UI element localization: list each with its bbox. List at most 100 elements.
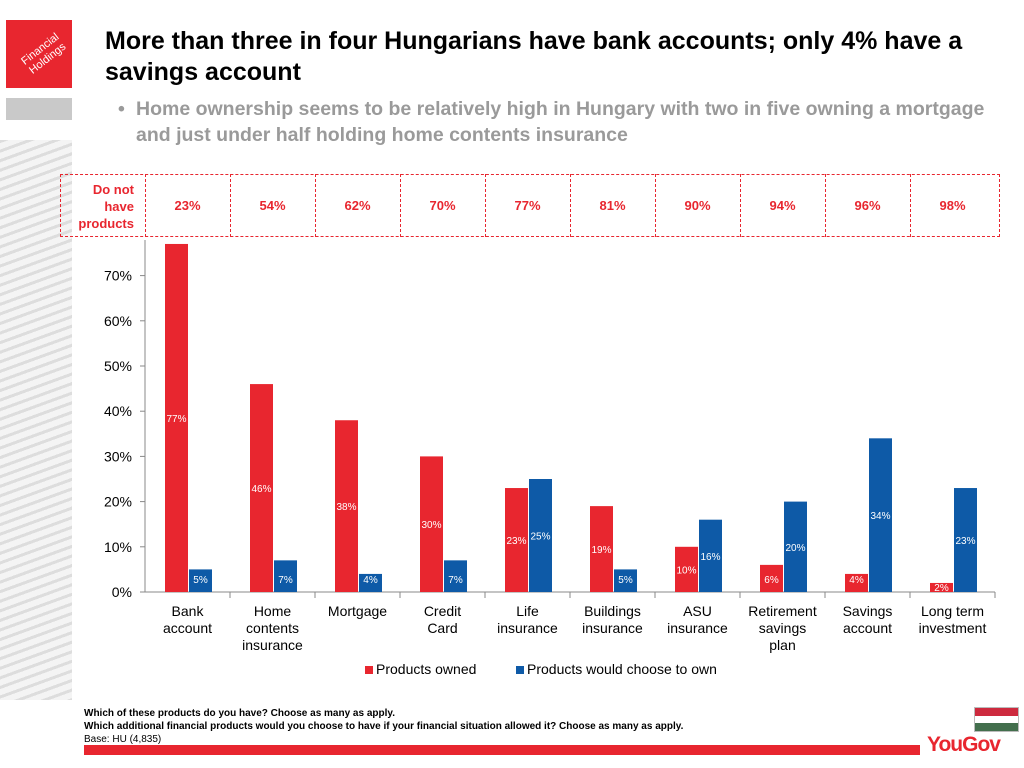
do-not-have-separator [230, 174, 231, 237]
legend-swatch-would-own [516, 666, 524, 674]
bar-owned [590, 506, 613, 592]
y-tick-label: 50% [104, 358, 132, 374]
bullet-mark: • [118, 98, 125, 120]
y-tick-label: 30% [104, 448, 132, 464]
do-not-have-separator [570, 174, 571, 237]
do-not-have-value: 62% [344, 198, 371, 213]
x-category-label: Long term investment [919, 603, 987, 636]
do-not-have-separator [740, 174, 741, 237]
page-subtitle: • Home ownership seems to be relatively … [118, 96, 1016, 148]
data-label: 23% [955, 536, 975, 547]
do-not-have-value: 94% [769, 198, 796, 213]
bar-owned [760, 564, 783, 592]
data-label: 4% [849, 575, 864, 586]
bar-would-own [444, 560, 467, 592]
legend-swatch-owned [365, 666, 373, 674]
x-category-label: Mortgage [328, 603, 387, 619]
bar-would-own [784, 501, 807, 592]
data-label: 7% [278, 575, 293, 586]
x-category-label: Home contents insurance [242, 603, 303, 653]
hungary-flag-icon [974, 707, 1019, 732]
bar-would-own [274, 560, 297, 592]
data-label: 25% [530, 532, 550, 543]
bar-owned [675, 546, 698, 592]
do-not-have-separator [315, 174, 316, 237]
y-tick-label: 10% [104, 539, 132, 555]
page-title: More than three in four Hungarians have … [105, 27, 963, 86]
logo-accent-bar [6, 98, 72, 120]
data-label: 23% [506, 536, 526, 547]
do-not-have-value: 77% [514, 198, 541, 213]
do-not-have-value: 96% [854, 198, 881, 213]
bar-owned [335, 420, 358, 592]
x-category-label: Bank account [163, 603, 212, 636]
y-tick-label: 60% [104, 313, 132, 329]
footnote-question-1: Which of these products do you have? Cho… [84, 708, 395, 719]
footnote-base: Base: HU (4,835) [84, 734, 162, 745]
bar-owned [930, 582, 953, 592]
do-not-have-row [60, 174, 1000, 237]
x-category-label: Buildings insurance [582, 603, 643, 636]
data-label: 30% [421, 520, 441, 531]
bottom-brand-bar [84, 745, 920, 755]
subtitle-text: Home ownership seems to be relatively hi… [136, 98, 985, 146]
bar-chart: 0% 10% 20% 30% 40% 50% 60% 70% Bank account 77% 5% H… [104, 240, 996, 653]
data-label: 2% [934, 583, 949, 594]
bar-owned [165, 243, 188, 592]
data-label: 38% [336, 502, 356, 513]
data-label: 77% [166, 414, 186, 425]
do-not-have-separator [825, 174, 826, 237]
bar-owned [505, 488, 528, 592]
do-not-have-separator [485, 174, 486, 237]
legend-label-owned: Products owned [376, 661, 477, 677]
x-category-label: Retirement savings plan [748, 603, 817, 653]
do-not-have-value: 90% [684, 198, 711, 213]
data-label: 6% [764, 575, 779, 586]
do-not-have-separator [145, 174, 146, 237]
data-label: 10% [676, 565, 696, 576]
do-not-have-label: Do not have products [78, 182, 134, 231]
data-label: 16% [700, 552, 720, 563]
x-category-label: Credit Card [424, 603, 461, 636]
do-not-have-value: 54% [259, 198, 286, 213]
bar-would-own [359, 573, 382, 592]
do-not-have-value: 81% [599, 198, 626, 213]
x-category-label: Life insurance [497, 603, 558, 636]
y-tick-label: 70% [104, 268, 132, 284]
legend-label-would-own: Products would choose to own [527, 661, 717, 677]
section-logo: Financial Holdings [6, 20, 72, 88]
yougov-logo: YouGov [927, 733, 1001, 756]
footnote-question-2: Which additional financial products woul… [84, 721, 684, 732]
flag-stripe-green [975, 723, 1018, 731]
data-label: 20% [785, 543, 805, 554]
bar-would-own [614, 569, 637, 592]
do-not-have-value: 23% [174, 198, 201, 213]
data-label: 4% [363, 575, 378, 586]
do-not-have-separator [910, 174, 911, 237]
bar-owned [420, 456, 443, 592]
do-not-have-value: 70% [429, 198, 456, 213]
flag-stripe-white [975, 715, 1018, 724]
do-not-have-value: 98% [939, 198, 966, 213]
bar-would-own [189, 569, 212, 592]
data-label: 19% [591, 545, 611, 556]
data-label: 5% [193, 575, 208, 586]
data-label: 7% [448, 575, 463, 586]
do-not-have-separator [400, 174, 401, 237]
data-label: 34% [870, 511, 890, 522]
bar-would-own [954, 488, 977, 592]
bar-would-own [699, 519, 722, 592]
flag-stripe-red [975, 708, 1018, 716]
y-tick-label: 0% [112, 584, 132, 600]
y-tick-label: 20% [104, 494, 132, 510]
bar-owned [845, 573, 868, 592]
do-not-have-separator [655, 174, 656, 237]
bar-would-own [869, 438, 892, 592]
x-category-label: ASU insurance [667, 603, 728, 636]
data-label: 46% [251, 484, 271, 495]
x-category-label: Savings account [843, 603, 893, 636]
bar-would-own [529, 479, 552, 592]
y-tick-label: 40% [104, 403, 132, 419]
bar-owned [250, 384, 273, 592]
data-label: 5% [618, 575, 633, 586]
